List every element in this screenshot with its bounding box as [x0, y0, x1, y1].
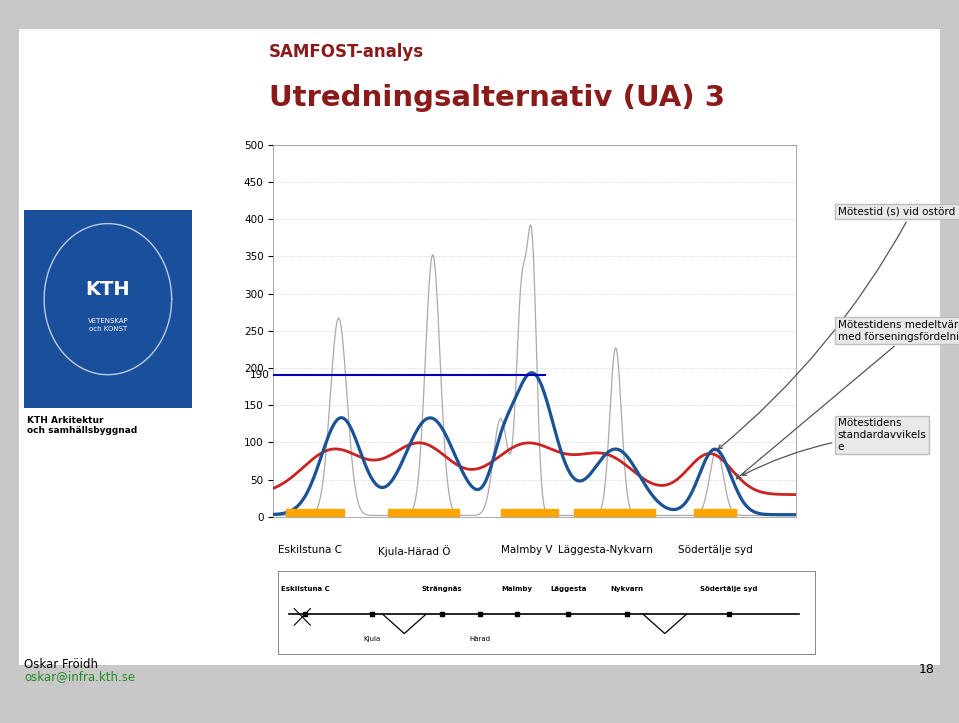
- Text: Malmby V: Malmby V: [501, 545, 552, 555]
- Text: Härad: Härad: [469, 636, 490, 642]
- Bar: [694, 509, 736, 517]
- Text: Oskar Fröidh: Oskar Fröidh: [24, 658, 98, 671]
- Bar: [573, 509, 655, 517]
- Text: Kjula-Härad Ö: Kjula-Härad Ö: [378, 545, 451, 557]
- Text: Kjula: Kjula: [363, 636, 381, 642]
- Text: Eskilstuna C: Eskilstuna C: [278, 545, 342, 555]
- Text: SAMFOST-analys: SAMFOST-analys: [269, 43, 424, 61]
- Text: Nykvarn: Nykvarn: [611, 586, 643, 592]
- Text: oskar@infra.kth.se: oskar@infra.kth.se: [24, 670, 135, 683]
- Text: VETENSKAP
och KONST: VETENSKAP och KONST: [87, 318, 129, 332]
- Text: Mötestid (s) vid ostörd trafik: Mötestid (s) vid ostörd trafik: [718, 207, 959, 449]
- Text: Södertälje syd: Södertälje syd: [700, 586, 758, 592]
- Text: Utredningsalternativ (UA) 3: Utredningsalternativ (UA) 3: [269, 84, 725, 112]
- Text: KTH: KTH: [85, 280, 130, 299]
- Text: Mötestidens
standardavvikels
e: Mötestidens standardavvikels e: [742, 419, 926, 475]
- Text: Eskilstuna C: Eskilstuna C: [281, 586, 329, 592]
- Text: KTH Arkitektur
och samhällsbyggnad: KTH Arkitektur och samhällsbyggnad: [27, 416, 137, 435]
- Text: Mötestidens medeltvärde (s)
med förseningsfördelning: Mötestidens medeltvärde (s) med försenin…: [737, 320, 959, 479]
- Bar: [388, 509, 458, 517]
- Text: 190: 190: [249, 370, 269, 380]
- Text: Malmby: Malmby: [502, 586, 532, 592]
- Bar: [501, 509, 558, 517]
- Text: 18: 18: [919, 663, 935, 676]
- Text: Södertälje syd: Södertälje syd: [678, 545, 752, 555]
- Text: Läggesta-Nykvarn: Läggesta-Nykvarn: [558, 545, 653, 555]
- Text: Läggesta: Läggesta: [550, 586, 586, 592]
- Bar: [287, 509, 344, 517]
- Text: Strängnäs: Strängnäs: [422, 586, 462, 592]
